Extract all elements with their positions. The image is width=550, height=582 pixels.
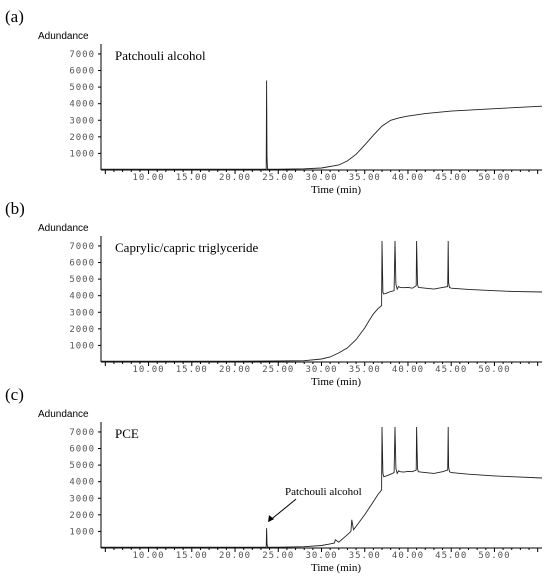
panel-letter: (a) xyxy=(5,7,24,26)
x-tick-label: 45.00 xyxy=(435,365,467,375)
y-tick-label: 4000 xyxy=(69,478,95,488)
x-tick-label: 35.00 xyxy=(349,551,381,561)
chart-title: Caprylic/capric triglyceride xyxy=(115,240,259,255)
x-tick-label: 10.00 xyxy=(133,173,165,183)
y-axis-label: Adundance xyxy=(38,31,89,42)
x-tick-label: 20.00 xyxy=(219,173,251,183)
series-line xyxy=(101,240,543,362)
x-tick-label: 50.00 xyxy=(478,173,510,183)
chart-panel: (a) Adundance 1000 2000 3000 4000 5000 6000 7000… xyxy=(5,7,543,196)
x-tick-label: 25.00 xyxy=(262,551,294,561)
y-tick-label: 5000 xyxy=(69,461,95,471)
series-line xyxy=(101,80,543,170)
panel-letter: (b) xyxy=(5,199,25,218)
y-axis-label: Adundance xyxy=(38,223,89,234)
panel-letter: (c) xyxy=(5,385,24,404)
y-tick-label: 2000 xyxy=(69,511,95,521)
series-line xyxy=(101,426,543,548)
y-tick-label: 6000 xyxy=(69,67,95,77)
annotation-arrowhead xyxy=(268,515,275,523)
chart-panel: (b) Adundance 1000 2000 3000 4000 5000 6000 7000… xyxy=(5,199,543,388)
x-tick-label: 40.00 xyxy=(392,365,424,375)
y-tick-label: 2000 xyxy=(69,325,95,335)
x-axis-label: Time (min) xyxy=(311,376,361,388)
x-tick-label: 15.00 xyxy=(176,365,208,375)
y-tick-label: 7000 xyxy=(69,50,95,60)
y-tick-label: 6000 xyxy=(69,445,95,455)
chart-title: Patchouli alcohol xyxy=(115,48,206,63)
y-tick-label: 4000 xyxy=(69,292,95,302)
x-tick-label: 20.00 xyxy=(219,365,251,375)
y-tick-label: 3000 xyxy=(69,116,95,126)
y-tick-label: 3000 xyxy=(69,308,95,318)
y-tick-label: 1000 xyxy=(69,341,95,351)
x-axis-label: Time (min) xyxy=(311,562,361,574)
x-tick-label: 25.00 xyxy=(262,173,294,183)
y-tick-label: 5000 xyxy=(69,83,95,93)
y-tick-label: 1000 xyxy=(69,149,95,159)
x-tick-label: 30.00 xyxy=(305,173,337,183)
x-tick-label: 35.00 xyxy=(349,173,381,183)
chart-title: PCE xyxy=(115,426,139,441)
y-tick-label: 7000 xyxy=(69,428,95,438)
chart-panel: (c) Adundance 1000 2000 3000 4000 5000 6000 7000… xyxy=(5,385,543,574)
x-tick-label: 15.00 xyxy=(176,173,208,183)
y-tick-label: 3000 xyxy=(69,494,95,504)
x-tick-label: 35.00 xyxy=(349,365,381,375)
x-tick-label: 40.00 xyxy=(392,551,424,561)
y-axis-label: Adundance xyxy=(38,409,89,420)
x-tick-label: 45.00 xyxy=(435,551,467,561)
x-tick-label: 30.00 xyxy=(305,365,337,375)
y-tick-label: 1000 xyxy=(69,527,95,537)
x-tick-label: 45.00 xyxy=(435,173,467,183)
y-tick-label: 2000 xyxy=(69,133,95,143)
panels-group: (a) Adundance 1000 2000 3000 4000 5000 6000 7000… xyxy=(5,7,543,574)
x-tick-label: 10.00 xyxy=(133,551,165,561)
annotation-arrow-line xyxy=(268,498,297,522)
x-tick-label: 50.00 xyxy=(478,365,510,375)
x-tick-label: 10.00 xyxy=(133,365,165,375)
x-tick-label: 25.00 xyxy=(262,365,294,375)
y-tick-label: 7000 xyxy=(69,242,95,252)
x-axis-label: Time (min) xyxy=(311,184,361,196)
annotation-label: Patchouli alcohol xyxy=(285,486,362,498)
y-tick-label: 4000 xyxy=(69,100,95,110)
y-tick-label: 5000 xyxy=(69,275,95,285)
x-tick-label: 15.00 xyxy=(176,551,208,561)
x-tick-label: 40.00 xyxy=(392,173,424,183)
x-tick-label: 20.00 xyxy=(219,551,251,561)
x-tick-label: 50.00 xyxy=(478,551,510,561)
y-tick-label: 6000 xyxy=(69,259,95,269)
x-tick-label: 30.00 xyxy=(305,551,337,561)
